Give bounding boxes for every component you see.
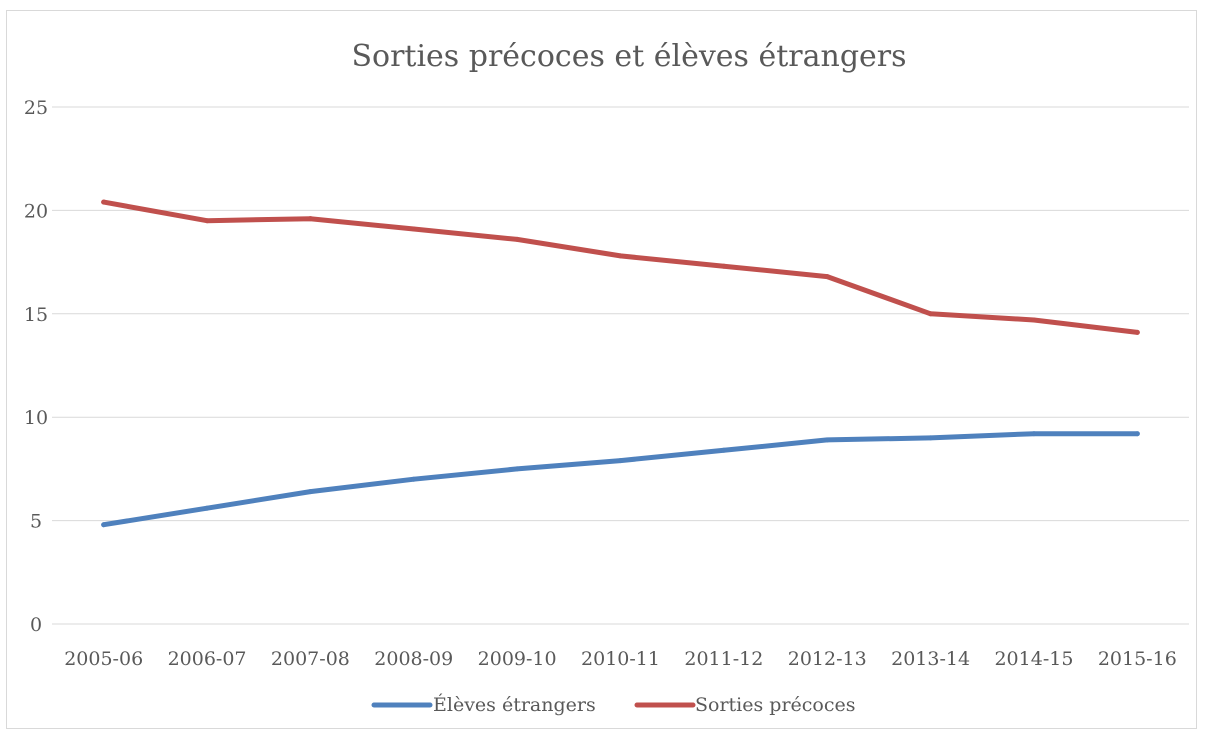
series-line: [101, 199, 1140, 335]
data-point: [307, 216, 313, 222]
chart-frame: [6, 10, 1197, 729]
data-point: [928, 311, 934, 317]
y-tick-label: 5: [30, 511, 42, 533]
gridlines: [52, 106, 1189, 625]
y-tick-label: 20: [24, 200, 48, 222]
data-point: [618, 458, 623, 464]
data-point: [204, 505, 210, 511]
data-point: [101, 522, 107, 528]
series-line: [101, 431, 1140, 528]
data-point: [307, 489, 313, 495]
data-point: [514, 236, 520, 242]
data-point: [514, 466, 520, 472]
x-axis-tick-labels: 2005-06 2006-07 2007-08 2008-09 2009-10 2010-…: [64, 648, 1177, 670]
data-point: [618, 253, 623, 259]
y-tick-label: 10: [24, 407, 48, 429]
data-point: [721, 263, 727, 269]
data-point: [1031, 431, 1037, 437]
legend-label: Élèves étrangers: [433, 693, 596, 716]
data-point: [1134, 329, 1140, 335]
chart-title: Sorties précoces et élèves étrangers: [351, 39, 906, 74]
data-point: [928, 435, 934, 441]
x-tick-label: 2010-11: [581, 648, 660, 670]
legend-item: Élèves étrangers: [371, 693, 596, 716]
data-point: [824, 437, 830, 443]
y-tick-label: 25: [24, 97, 48, 119]
data-point: [411, 226, 417, 232]
x-tick-label: 2011-12: [684, 648, 763, 670]
x-tick-label: 2015-16: [1098, 648, 1177, 670]
data-point: [1134, 431, 1140, 437]
x-tick-label: 2012-13: [788, 648, 867, 670]
series-lines: [101, 199, 1140, 528]
legend-label: Sorties précoces: [695, 694, 856, 716]
x-tick-label: 2005-06: [64, 648, 143, 670]
x-tick-label: 2013-14: [891, 648, 970, 670]
data-point: [824, 274, 830, 280]
series-1: [101, 431, 1140, 528]
data-point: [721, 447, 727, 453]
data-point: [1031, 317, 1037, 323]
data-point: [204, 218, 210, 224]
y-axis-tick-labels: 0 5 10 15 20 25: [24, 97, 48, 636]
data-point: [101, 199, 107, 205]
x-tick-label: 2006-07: [168, 648, 247, 670]
legend: Élèves étrangers Sorties précoces: [371, 693, 856, 716]
x-tick-label: 2014-15: [994, 648, 1073, 670]
y-tick-label: 15: [24, 304, 48, 326]
x-tick-label: 2008-09: [374, 648, 453, 670]
x-tick-label: 2009-10: [478, 648, 557, 670]
data-point: [411, 476, 417, 482]
y-tick-label: 0: [30, 614, 42, 636]
x-tick-label: 2007-08: [271, 648, 350, 670]
series-2: [101, 199, 1140, 335]
legend-item: Sorties précoces: [634, 694, 856, 716]
